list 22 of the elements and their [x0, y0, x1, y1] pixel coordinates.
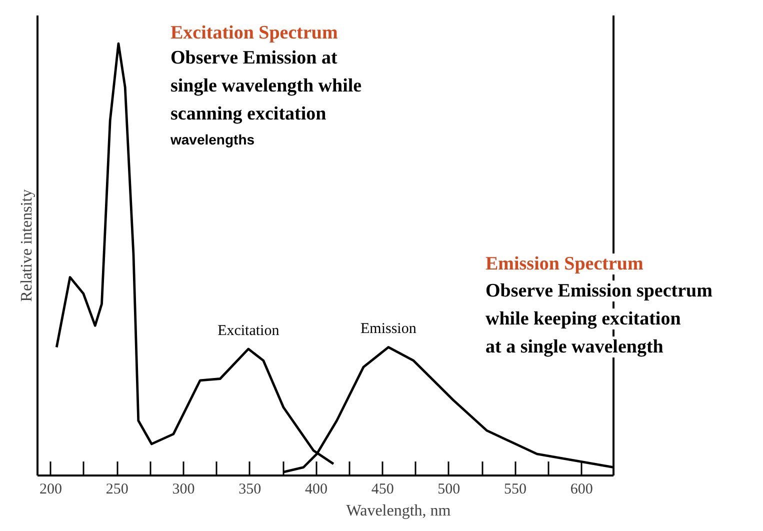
y-axis-title: Relative intensity — [18, 189, 36, 302]
annotation: scanning excitation — [170, 104, 327, 124]
x-tick-label: 550 — [504, 482, 527, 498]
x-tick-label: 250 — [106, 482, 128, 498]
annotation: single wavelength while — [170, 76, 362, 96]
series-label: Excitation — [218, 322, 280, 339]
annotation: wavelengths — [170, 132, 255, 148]
annotation: at a single wavelength — [486, 336, 664, 358]
series-label: Emission — [360, 321, 417, 338]
annotation: while keeping excitation — [486, 308, 682, 330]
text: Excitation Spectrum — [170, 22, 338, 44]
x-tick-label: 350 — [238, 482, 262, 498]
annotation: Emission Spectrum — [486, 254, 644, 274]
x-tick-label: 400 — [304, 482, 328, 498]
annotation: Observe Emission at — [170, 48, 338, 68]
x-tick-label: 450 — [371, 482, 394, 498]
annotation: Observe Emission spectrum — [486, 280, 713, 302]
x-tick-label: 300 — [172, 482, 195, 498]
x-tick-label: 600 — [570, 482, 593, 498]
x-tick-label: 200 — [40, 482, 62, 498]
x-axis-title: Wavelength, nm — [346, 502, 452, 520]
x-tick-label: 500 — [438, 482, 460, 498]
